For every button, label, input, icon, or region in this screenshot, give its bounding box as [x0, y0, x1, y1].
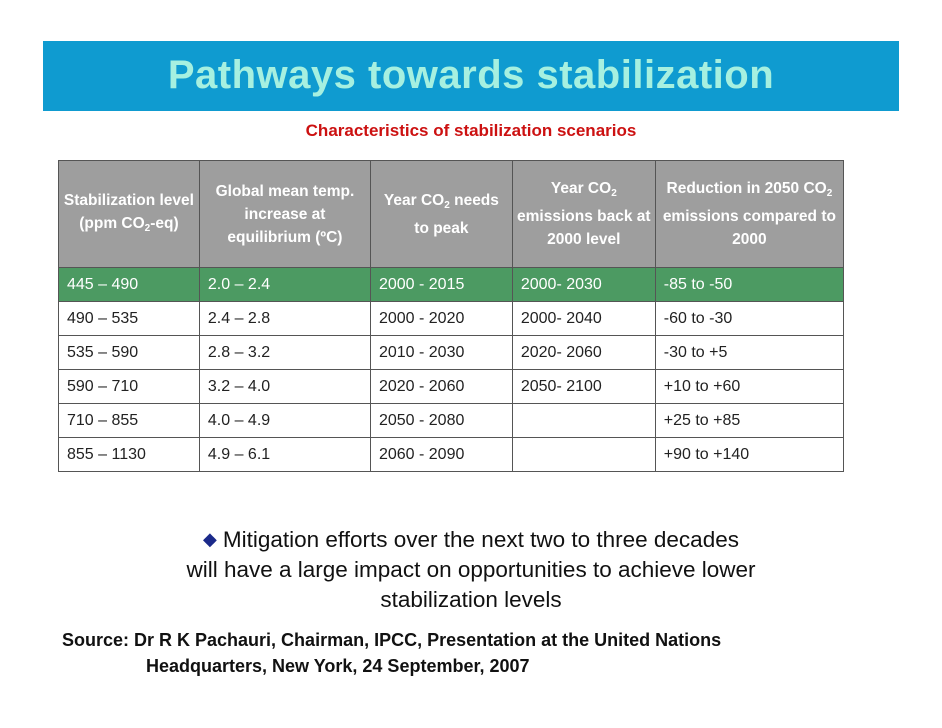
table-cell: 3.2 – 4.0	[198, 369, 371, 404]
table-cell: 2050- 2100	[511, 369, 656, 404]
table-header-row: Stabilization level (ppm CO2-eq) Global …	[58, 160, 845, 268]
table-cell: 2.8 – 3.2	[198, 335, 371, 370]
table-cell: -30 to +5	[654, 335, 845, 370]
table-cell: 2010 - 2030	[369, 335, 513, 370]
bullet-line-1: Mitigation efforts over the next two to …	[222, 527, 739, 552]
header-year-back-2000: Year CO2 emissions back at 2000 level	[511, 160, 656, 268]
table-row: 855 – 1130 4.9 – 6.1 2060 - 2090 +90 to +14…	[58, 437, 845, 472]
table-cell: +90 to +140	[654, 437, 845, 472]
bullet-text: ◆ Mitigation efforts over the next two to…	[0, 524, 942, 615]
table-cell: 2.4 – 2.8	[198, 301, 371, 336]
header-year-peak: Year CO2 needs to peak	[369, 160, 513, 268]
title-banner: Pathways towards stabilization	[43, 41, 899, 111]
source-line-1: Source: Dr R K Pachauri, Chairman, IPCC,…	[62, 630, 722, 650]
source-line-2: Headquarters, New York, 24 September, 20…	[146, 656, 530, 676]
source-citation: Source: Dr R K Pachauri, Chairman, IPCC,…	[62, 627, 721, 679]
table-cell: 2050 - 2080	[369, 403, 513, 438]
table-cell: 590 – 710	[58, 369, 200, 404]
table-cell: 2000- 2040	[511, 301, 656, 336]
table-row: 710 – 855 4.0 – 4.9 2050 - 2080 +25 to +85	[58, 403, 845, 438]
table-row: 445 – 490 2.0 – 2.4 2000 - 2015 2000- 2030-…	[58, 267, 845, 302]
table-cell: 2.0 – 2.4	[198, 267, 371, 302]
table-cell: 2060 - 2090	[369, 437, 513, 472]
diamond-bullet-icon: ◆	[203, 529, 217, 549]
table-cell: 535 – 590	[58, 335, 200, 370]
table-cell: -60 to -30	[654, 301, 845, 336]
table-row: 490 – 535 2.4 – 2.8 2000 - 2020 2000- 2040-…	[58, 301, 845, 336]
table-row: 535 – 590 2.8 – 3.2 2010 - 2030 2020- 2060-…	[58, 335, 845, 370]
table-cell: 2020- 2060	[511, 335, 656, 370]
header-temp-increase: Global mean temp. increase at equilibriu…	[198, 160, 371, 268]
table-cell: 4.0 – 4.9	[198, 403, 371, 438]
header-reduction-2050: Reduction in 2050 CO2 emissions compared…	[654, 160, 845, 268]
table-row: 590 – 710 3.2 – 4.0 2020 - 2060 2050- 2100 +…	[58, 369, 845, 404]
table-cell: 445 – 490	[58, 267, 200, 302]
table-cell: 2000- 2030	[511, 267, 656, 302]
table-cell: 4.9 – 6.1	[198, 437, 371, 472]
table-cell: 2020 - 2060	[369, 369, 513, 404]
table-caption: Characteristics of stabilization scenari…	[305, 121, 637, 140]
stabilization-table: Stabilization level (ppm CO2-eq) Global …	[58, 160, 845, 472]
table-cell: 2000 - 2020	[369, 301, 513, 336]
bullet-line-2: will have a large impact on opportunitie…	[186, 557, 756, 582]
table-cell	[511, 403, 656, 438]
table-cell: 490 – 535	[58, 301, 200, 336]
table-cell: 710 – 855	[58, 403, 200, 438]
table-cell	[511, 437, 656, 472]
header-stabilization-level: Stabilization level (ppm CO2-eq)	[58, 160, 200, 268]
table-cell: 855 – 1130	[58, 437, 200, 472]
table-cell: -85 to -50	[654, 267, 845, 302]
page-title: Pathways towards stabilization	[167, 52, 775, 97]
table-cell: 2000 - 2015	[369, 267, 513, 302]
table-cell: +25 to +85	[654, 403, 845, 438]
table-cell: +10 to +60	[654, 369, 845, 404]
bullet-line-3: stabilization levels	[380, 587, 562, 612]
